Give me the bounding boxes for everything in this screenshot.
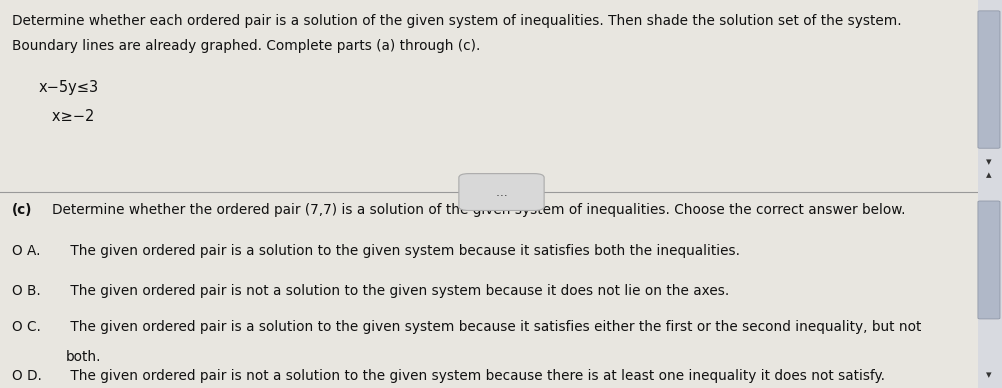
Text: O B.: O B.	[12, 284, 41, 298]
Text: ▾: ▾	[985, 157, 991, 167]
FancyBboxPatch shape	[977, 11, 999, 148]
Text: The given ordered pair is not a solution to the given system because it does not: The given ordered pair is not a solution…	[66, 284, 728, 298]
Text: Determine whether each ordered pair is a solution of the given system of inequal: Determine whether each ordered pair is a…	[12, 14, 901, 28]
Text: Determine whether the ordered pair (7,7) is a solution of the given system of in: Determine whether the ordered pair (7,7)…	[52, 203, 905, 217]
Text: (c): (c)	[12, 203, 32, 217]
Text: The given ordered pair is a solution to the given system because it satisfies bo: The given ordered pair is a solution to …	[66, 244, 739, 258]
Text: O C.: O C.	[12, 320, 41, 334]
Text: ▴: ▴	[985, 170, 991, 180]
FancyBboxPatch shape	[977, 201, 999, 319]
Text: O A.: O A.	[12, 244, 40, 258]
Text: ▾: ▾	[985, 371, 991, 381]
Text: both.: both.	[66, 350, 101, 364]
Text: O D.: O D.	[12, 369, 42, 383]
Text: The given ordered pair is a solution to the given system because it satisfies ei: The given ordered pair is a solution to …	[66, 320, 921, 334]
FancyBboxPatch shape	[459, 174, 543, 210]
Text: x−5y≤3: x−5y≤3	[38, 80, 98, 95]
Bar	[977, 0, 1002, 388]
Text: …: …	[495, 185, 507, 199]
Text: The given ordered pair is not a solution to the given system because there is at: The given ordered pair is not a solution…	[66, 369, 885, 383]
Text: x≥−2: x≥−2	[38, 109, 94, 125]
Text: Boundary lines are already graphed. Complete parts (a) through (c).: Boundary lines are already graphed. Comp…	[12, 39, 480, 53]
